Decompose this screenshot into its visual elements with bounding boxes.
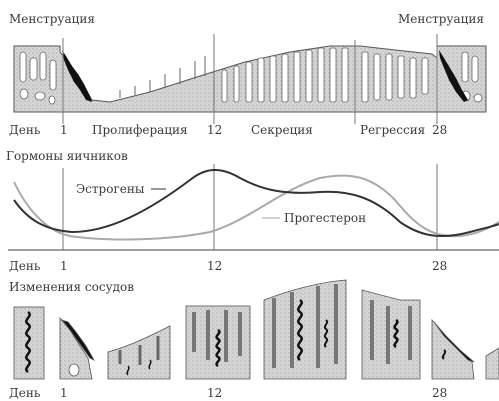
day-tick-row2-12: 12: [207, 259, 222, 273]
day-tick-row3-12: 12: [207, 386, 222, 400]
shedding-edge-left: [62, 50, 92, 102]
day-tick-row1-1: 1: [60, 123, 68, 137]
ovarian-hormones-title: Гормоны яичников: [6, 149, 128, 163]
vessel-panel-8: [485, 347, 499, 380]
menstruation-label-left: Менструация: [9, 12, 95, 26]
shedding-edge-right: [439, 50, 468, 102]
left-glands: [19, 51, 57, 105]
day-label-row2: День: [9, 259, 41, 273]
day-label-row3: День: [9, 386, 41, 400]
day-tick-row1-28: 28: [432, 123, 447, 137]
day-tick-row3-1: 1: [60, 386, 68, 400]
estrogen-label: Эстрогены: [76, 182, 145, 196]
vessel-panel-6: [361, 289, 421, 380]
vessel-panel-1: [13, 306, 45, 380]
vessel-panel-5: [263, 279, 347, 380]
progesterone-label: Прогестерон: [284, 211, 366, 225]
vessel-changes-title: Изменения сосудов: [9, 280, 134, 294]
menstruation-label-right: Менструация: [398, 12, 484, 26]
endometrium-panel: [13, 45, 487, 113]
day-tick-row3-28: 28: [432, 386, 447, 400]
vessel-panel-2: [59, 316, 96, 380]
phase-markers: [62, 34, 438, 124]
secretion-glands: [221, 47, 429, 103]
phase-secretion: Секреция: [251, 123, 313, 137]
day-tick-row2-1: 1: [60, 259, 68, 273]
day-tick-row1-12: 12: [207, 123, 222, 137]
day-tick-row2-28: 28: [432, 259, 447, 273]
vessel-panels: [13, 279, 499, 380]
phase-proliferation: Пролиферация: [92, 123, 188, 137]
phase-regression: Регрессия: [360, 123, 425, 137]
vessel-panel-4: [185, 305, 251, 380]
vessel-panel-3: [107, 325, 171, 380]
proliferation-glands: [119, 56, 206, 98]
vessel-panel-7: [431, 318, 475, 380]
right-glands: [461, 51, 483, 103]
estrogen-curve: [13, 169, 499, 238]
day-label-row1: День: [9, 123, 41, 137]
